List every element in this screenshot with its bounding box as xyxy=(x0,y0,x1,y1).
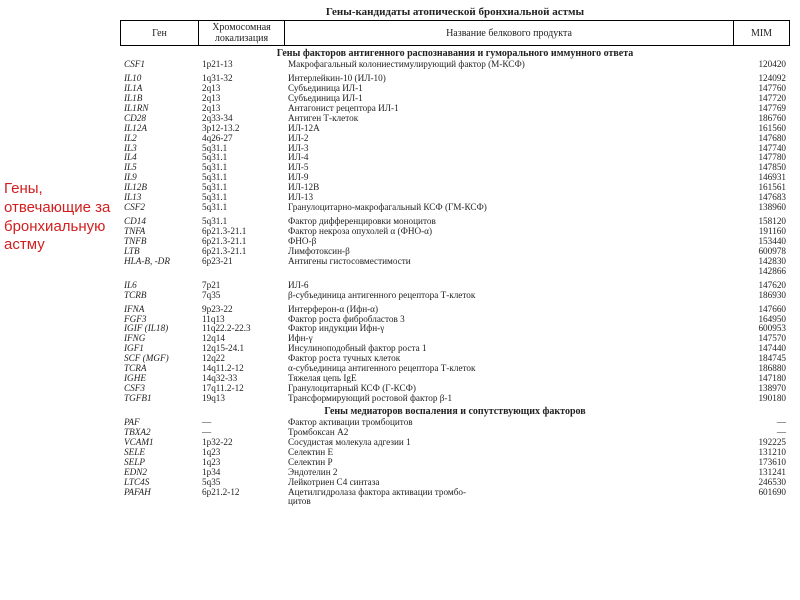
mim-cell: 147680 xyxy=(734,134,790,144)
gene-cell: PAFAH xyxy=(120,488,198,508)
gene-cell: LTC4S xyxy=(120,478,198,488)
loc-cell: 6p21.2-12 xyxy=(198,488,284,508)
table-row: SELE1q23Селектин Е131210 xyxy=(120,448,790,458)
loc-cell: 19q13 xyxy=(198,394,284,404)
table-row: IL1A2q13Субъединица ИЛ-1147760 xyxy=(120,84,790,94)
table-row: PAFAH6p21.2-12Ацетилгидролаза фактора ак… xyxy=(120,488,790,508)
mim-cell: 120420 xyxy=(734,60,790,70)
table-row: IL101q31-32Интерлейкин-10 (ИЛ-10)124092 xyxy=(120,74,790,84)
side-annotation: Гены, отвечающие за бронхиальную астму xyxy=(4,180,119,255)
mim-cell: 147660 xyxy=(734,305,790,315)
prod-cell: ИЛ-3 xyxy=(284,144,734,154)
loc-cell: 1p21-13 xyxy=(198,60,284,70)
table-row: LTC4S5q35Лейкотриен С4 синтаза246530 xyxy=(120,478,790,488)
loc-cell: 5q35 xyxy=(198,478,284,488)
col-gene: Ген xyxy=(121,21,199,46)
prod-cell: Селектин Е xyxy=(284,448,734,458)
prod-cell: Макрофагальный колониестимулирующий факт… xyxy=(284,60,734,70)
mim-cell: 601690 xyxy=(734,488,790,508)
gene-cell: CSF2 xyxy=(120,203,198,213)
prod-cell: Лейкотриен С4 синтаза xyxy=(284,478,734,488)
prod-cell: ИЛ-5 xyxy=(284,163,734,173)
prod-cell: Антигены гистосовместимости xyxy=(284,257,734,277)
mim-cell: 246530 xyxy=(734,478,790,488)
prod-cell: Фактор активации тромбоцитов xyxy=(284,418,734,428)
table-row: TGFB119q13Трансформирующий ростовой факт… xyxy=(120,394,790,404)
prod-cell: ИЛ-12В xyxy=(284,183,734,193)
gene-cell: TGFB1 xyxy=(120,394,198,404)
col-mim: MIM xyxy=(734,21,790,46)
loc-cell: 4q26-27 xyxy=(198,134,284,144)
table-row: SELP1q23Селектин Р173610 xyxy=(120,458,790,468)
gene-table: CSF11p21-13Макрофагальный колониестимули… xyxy=(120,60,790,404)
gene-cell: IFNA xyxy=(120,305,198,315)
header-table: Ген Хромосомная локализация Название бел… xyxy=(120,20,790,46)
document-page: Гены-кандидаты атопической бронхиальной … xyxy=(120,6,790,507)
table-row: IL24q26-27ИЛ-2147680 xyxy=(120,134,790,144)
table-row: VCAM11p32-22Сосудистая молекула адгезии … xyxy=(120,438,790,448)
table-row: PAF—Фактор активации тромбоцитов— xyxy=(120,418,790,428)
col-prod: Название белкового продукта xyxy=(285,21,734,46)
prod-cell: Селектин Р xyxy=(284,458,734,468)
section-heading: Гены факторов антигенного распознавания … xyxy=(120,46,790,60)
table-row: TCRB7q35β-субъединица антигенного рецепт… xyxy=(120,291,790,301)
prod-cell: Фактор индукции Ифн-γ xyxy=(284,324,734,334)
col-loc: Хромосомная локализация xyxy=(199,21,285,46)
loc-cell: 7q35 xyxy=(198,291,284,301)
loc-cell: 5q31.1 xyxy=(198,203,284,213)
section-heading: Гены медиаторов воспаления и сопутствующ… xyxy=(120,404,790,418)
prod-cell: ИЛ-12А xyxy=(284,124,734,134)
prod-cell: Антиген Т-клеток xyxy=(284,114,734,124)
mim-cell: 142830 142866 xyxy=(734,257,790,277)
table-row: CSF11p21-13Макрофагальный колониестимули… xyxy=(120,60,790,70)
page-title: Гены-кандидаты атопической бронхиальной … xyxy=(120,6,790,18)
prod-cell: Интерферон-α (Ифн-α) xyxy=(284,305,734,315)
prod-cell: ФНО-β xyxy=(284,237,734,247)
mim-cell: 138960 xyxy=(734,203,790,213)
gene-cell: CSF1 xyxy=(120,60,198,70)
gene-cell: TCRB xyxy=(120,291,198,301)
table-row: EDN21p34Эндотелин 2131241 xyxy=(120,468,790,478)
table-row: IFNA9p23-22Интерферон-α (Ифн-α)147660 xyxy=(120,305,790,315)
gene-cell: IL2 xyxy=(120,134,198,144)
prod-cell: Трансформирующий ростовой фактор β-1 xyxy=(284,394,734,404)
loc-cell: 6p23-21 xyxy=(198,257,284,277)
prod-cell: Гранулоцитарно-макрофагальный КСФ (ГМ-КС… xyxy=(284,203,734,213)
prod-cell: Сосудистая молекула адгезии 1 xyxy=(284,438,734,448)
prod-cell: ИЛ-9 xyxy=(284,173,734,183)
loc-cell: 9p23-22 xyxy=(198,305,284,315)
table-row: IL1B2q13Субъединица ИЛ-1147720 xyxy=(120,94,790,104)
prod-cell: β-субъединица антигенного рецептора Т-кл… xyxy=(284,291,734,301)
prod-cell: ИЛ-2 xyxy=(284,134,734,144)
gene-table: PAF—Фактор активации тромбоцитов—TBXA2—Т… xyxy=(120,418,790,507)
table-row: HLA-B, -DR6p23-21Антигены гистосовместим… xyxy=(120,257,790,277)
mim-cell: 190180 xyxy=(734,394,790,404)
prod-cell: ИЛ-4 xyxy=(284,153,734,163)
mim-cell: 186930 xyxy=(734,291,790,301)
prod-cell: Ацетилгидролаза фактора активации тромбо… xyxy=(284,488,734,508)
gene-cell: HLA-B, -DR xyxy=(120,257,198,277)
prod-cell: Фактор некроза опухолей α (ФНО-α) xyxy=(284,227,734,237)
table-row: CSF25q31.1Гранулоцитарно-макрофагальный … xyxy=(120,203,790,213)
